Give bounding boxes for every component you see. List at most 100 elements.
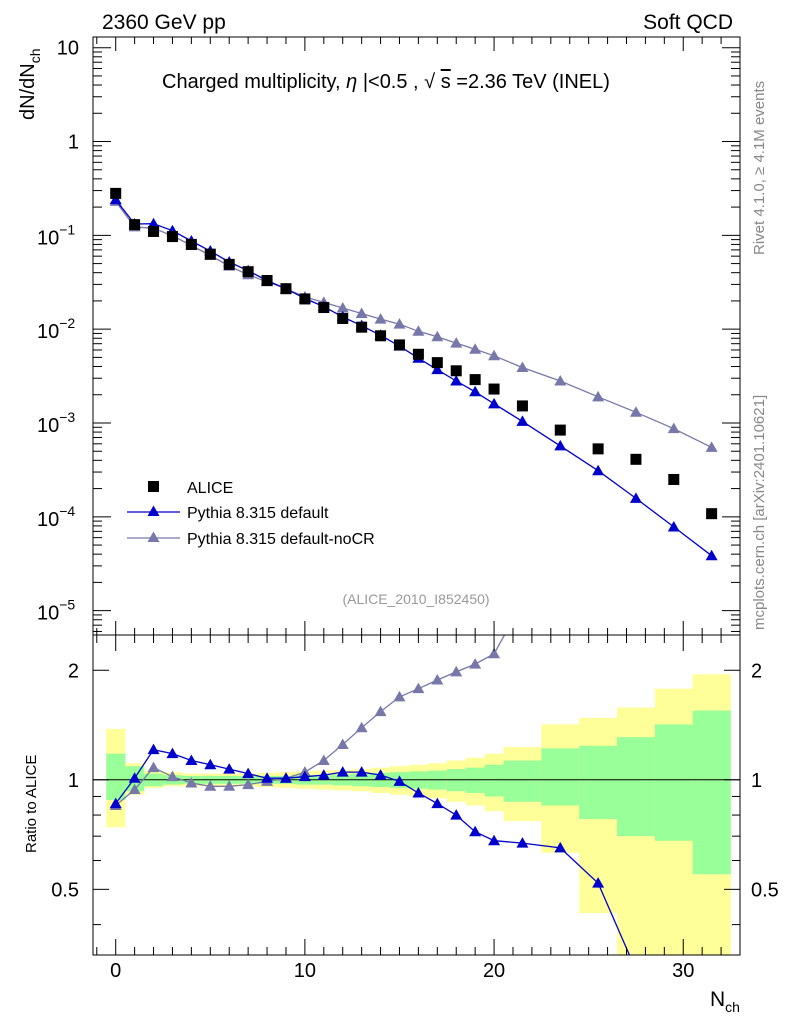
data-point-square: [223, 258, 235, 270]
data-point-square: [630, 453, 642, 465]
band-green: [541, 748, 580, 806]
legend-marker-default: [147, 505, 160, 516]
band-green: [617, 737, 656, 837]
y-tick-label-base: 10: [37, 509, 59, 531]
data-point-square: [431, 357, 443, 369]
data-point-triangle: [592, 390, 605, 402]
y-tick-label: 10−1: [37, 221, 75, 249]
ratio-point-triangle: [147, 761, 160, 773]
data-point-square: [166, 231, 178, 243]
data-point-square: [668, 473, 680, 485]
ratio-point-triangle: [204, 780, 217, 791]
x-axis-label-main: N: [710, 988, 725, 1011]
y-axis-label-main: dN/dN: [17, 63, 39, 120]
data-point-square: [516, 400, 528, 412]
band-green: [465, 767, 485, 793]
ratio-point-triangle: [128, 783, 141, 795]
ratio-y-tick-label-right: 2: [751, 660, 762, 682]
y-tick-label: 10−4: [37, 503, 75, 531]
ratio-point-triangle: [336, 738, 349, 750]
band-green: [484, 764, 504, 797]
title-eta: η: [346, 71, 357, 93]
band-green: [106, 753, 126, 801]
ratio-point-triangle: [317, 769, 330, 780]
legend-label-nocr: Pythia 8.315 default-noCR: [187, 531, 375, 548]
ratio-point-triangle: [355, 721, 368, 733]
band-green: [579, 745, 618, 820]
title-sqrt: √: [424, 71, 435, 93]
ratio-point-triangle: [450, 665, 463, 677]
title-part-b: |<0.5 ,: [363, 71, 419, 93]
data-point-triangle: [431, 330, 444, 342]
data-point-square: [356, 321, 368, 333]
legend-label-default: Pythia 8.315 default: [187, 505, 329, 522]
ratio-point-triangle: [185, 754, 198, 765]
ratio-point-triangle: [204, 758, 217, 770]
ratio-point-triangle: [261, 772, 274, 783]
data-point-triangle: [469, 385, 482, 397]
ratio-point-triangle: [166, 747, 179, 759]
ratio-y-tick-label: 1: [68, 770, 79, 792]
chart-title: Charged multiplicity, η |<0.5 , √ s =2.3…: [162, 71, 610, 93]
data-point-triangle: [488, 397, 501, 409]
ratio-y-label: Ratio to ALICE: [23, 755, 40, 853]
data-point-square: [412, 348, 424, 360]
data-point-square: [375, 330, 387, 342]
band-green: [503, 760, 542, 802]
ratio-point-triangle: [393, 775, 406, 786]
ratio-point-triangle: [393, 690, 406, 702]
y-tick-label: 1: [68, 132, 79, 154]
data-point-square: [706, 508, 718, 520]
data-point-square: [337, 312, 349, 324]
ratio-point-triangle: [412, 786, 425, 798]
series-line: [115, 201, 712, 448]
y-tick-label-base: 10: [37, 321, 59, 343]
ratio-point-triangle: [223, 780, 236, 791]
data-point-triangle: [705, 441, 718, 452]
ratio-point-triangle: [355, 766, 368, 777]
ratio-bands: [93, 674, 740, 955]
band-green: [692, 710, 731, 875]
data-point-square: [129, 219, 141, 231]
ratio-series-line: [115, 635, 506, 806]
data-point-triangle: [629, 406, 642, 417]
data-point-triangle: [667, 422, 680, 434]
data-point-triangle: [516, 361, 529, 373]
ratio-point-triangle: [554, 841, 567, 853]
y-tick-label-exp: −1: [59, 221, 75, 237]
ratio-point-triangle: [374, 769, 387, 780]
legend-marker-alice: [148, 481, 159, 492]
ratio-y-tick-label-right: 1: [751, 770, 762, 792]
data-point-triangle: [450, 375, 463, 386]
data-point-square: [450, 365, 462, 377]
data-point-square: [554, 424, 566, 436]
data-point-triangle: [355, 307, 368, 318]
reference-label: (ALICE_2010_I852450): [342, 591, 489, 607]
data-point-triangle: [393, 318, 406, 329]
data-point-square: [242, 266, 254, 278]
y-tick-label-base: 10: [37, 227, 59, 249]
data-point-triangle: [412, 325, 425, 336]
ratio-frame: [92, 634, 741, 956]
y-tick-label-exp: −4: [59, 503, 75, 519]
header-left: 2360 GeV pp: [102, 11, 226, 34]
y-tick-label-exp: −5: [59, 597, 75, 613]
data-point-square: [280, 283, 292, 295]
ratio-point-triangle: [242, 767, 255, 779]
data-point-square: [488, 383, 500, 395]
y-tick-label-base: 10: [37, 603, 59, 625]
data-point-triangle: [431, 363, 444, 375]
y-axis-label-sub: ch: [27, 49, 43, 64]
data-point-triangle: [592, 464, 605, 476]
main-data: [109, 187, 718, 561]
ratio-panel: 0.5 0.51 12 20 10 20 30 Ratio to ALICE Nch: [23, 634, 779, 1015]
data-point-triangle: [374, 313, 387, 324]
y-tick-label: 10−2: [37, 315, 75, 343]
ratio-ticks: 0.5 0.51 12 20 10 20 30: [51, 635, 779, 982]
data-point-triangle: [336, 302, 349, 313]
y-tick-label-exp: −3: [59, 409, 75, 425]
ratio-point-triangle: [450, 809, 463, 820]
ratio-point-triangle: [374, 705, 387, 717]
